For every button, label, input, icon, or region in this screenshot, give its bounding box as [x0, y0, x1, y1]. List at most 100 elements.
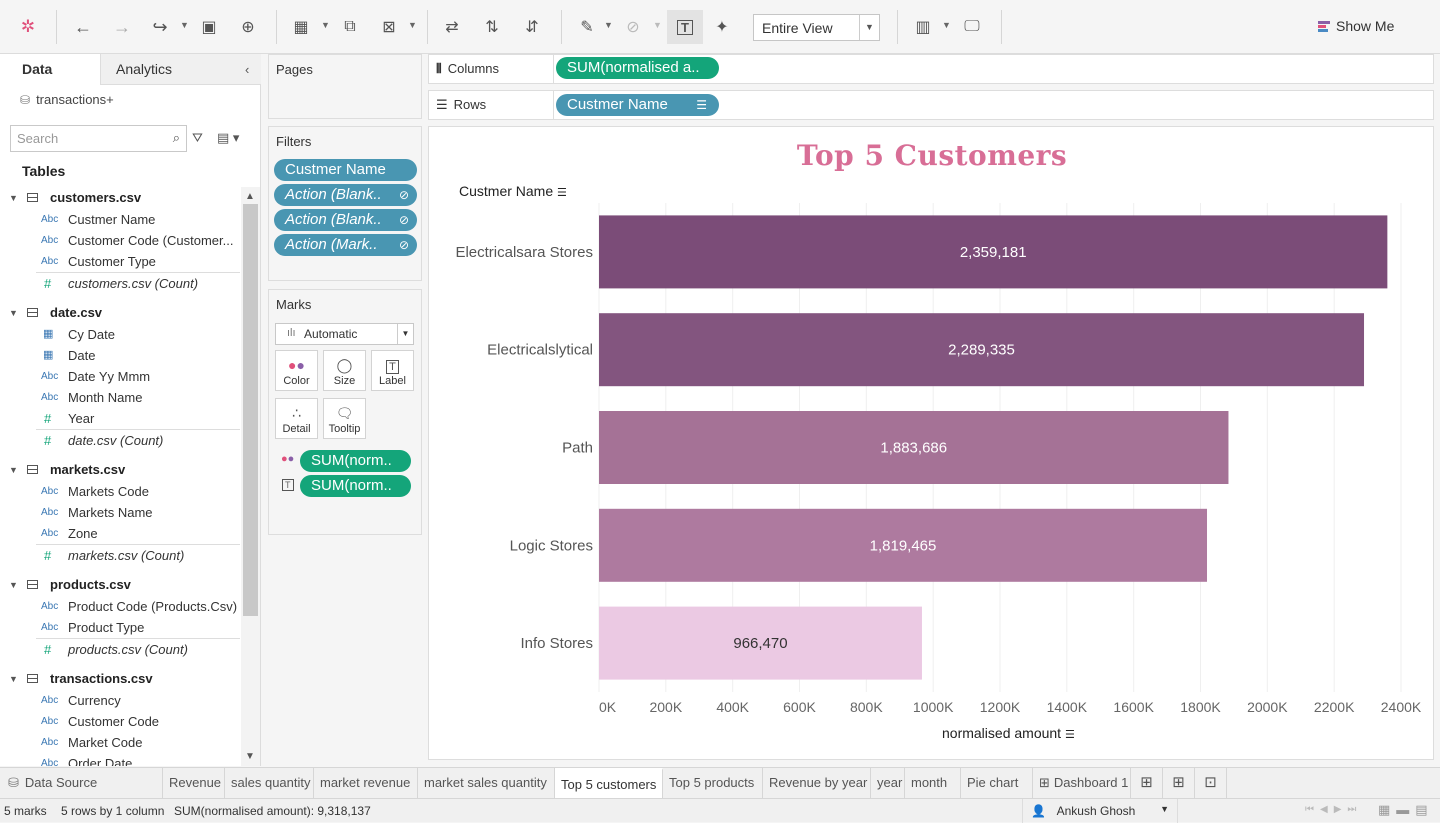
field-item[interactable]: ▦ Cy Date	[0, 324, 240, 345]
group-icon[interactable]: ⊘	[626, 19, 640, 36]
table-item[interactable]: ▼ date.csv	[0, 302, 240, 324]
field-item[interactable]: Abc Date Yy Mmm	[0, 366, 240, 387]
label-encoding-pill[interactable]: SUM(norm..	[300, 475, 411, 497]
table-item[interactable]: ▼ transactions.csv	[0, 668, 240, 690]
redo-icon[interactable]: →	[113, 16, 131, 37]
category-label[interactable]: Path	[562, 440, 593, 457]
clear-sheet-icon[interactable]: ⊠	[382, 19, 396, 36]
chevron-down-icon[interactable]: ▼	[604, 20, 613, 30]
category-label[interactable]: Electricalsara Stores	[455, 244, 593, 261]
new-worksheet-icon[interactable]: ⊞	[1131, 768, 1163, 798]
field-item-count[interactable]: # markets.csv (Count)	[36, 544, 240, 565]
field-item[interactable]: Abc Product Code (Products.Csv)	[0, 596, 240, 617]
scrollbar-thumb[interactable]	[243, 204, 258, 616]
field-item[interactable]: Abc Customer Type	[0, 251, 240, 272]
sort-descending-icon[interactable]: ⇵	[525, 19, 539, 36]
search-input[interactable]: Search ⌕	[10, 125, 187, 152]
pages-card[interactable]: Pages	[268, 54, 422, 119]
field-item[interactable]: Abc Currency	[0, 690, 240, 711]
sheet-tab[interactable]: Top 5 customers	[555, 768, 663, 798]
show-cards-icon[interactable]: ▥	[915, 19, 931, 36]
rows-pill[interactable]: Custmer Name ☰	[556, 94, 719, 116]
chevron-down-icon[interactable]: ▼	[9, 580, 18, 590]
chevron-down-icon[interactable]: ▼	[180, 20, 189, 30]
category-label[interactable]: Electricalslytical	[487, 342, 593, 359]
sheet-tab[interactable]: Pie chart	[961, 768, 1033, 798]
sheet-navigation-icons[interactable]: ⏮◀▶⏭	[1305, 804, 1363, 815]
field-item-count[interactable]: # products.csv (Count)	[36, 638, 240, 659]
show-me-button[interactable]: Show Me	[1318, 18, 1394, 34]
sheet-tab[interactable]: year	[871, 768, 905, 798]
table-item[interactable]: ▼ customers.csv	[0, 187, 240, 209]
label-button[interactable]: T Label	[371, 350, 414, 391]
collapse-pane-icon[interactable]: ‹	[245, 62, 250, 77]
category-label[interactable]: Logic Stores	[510, 537, 593, 554]
bar[interactable]	[599, 215, 1388, 289]
field-item[interactable]: Abc Markets Code	[0, 481, 240, 502]
field-item[interactable]: Abc Product Type	[0, 617, 240, 638]
sort-icon[interactable]: ☰	[1064, 729, 1075, 741]
chevron-down-icon[interactable]: ▼	[321, 20, 330, 30]
tooltip-button[interactable]: 🗨 Tooltip	[323, 398, 366, 439]
tableau-logo-icon[interactable]: ✲	[20, 17, 36, 36]
bar[interactable]	[599, 606, 922, 680]
table-item[interactable]: ▼ products.csv	[0, 574, 240, 596]
sheet-tab[interactable]: market revenue	[314, 768, 418, 798]
sheet-tab[interactable]: month	[905, 768, 961, 798]
pin-icon[interactable]: ✦	[715, 19, 729, 36]
fit-view-select[interactable]: Entire View ▼	[753, 14, 880, 41]
redo-step-icon[interactable]: ↪	[152, 16, 168, 37]
scroll-up-icon[interactable]: ▲	[245, 191, 255, 202]
save-icon[interactable]: ▣	[201, 19, 217, 36]
sort-icon[interactable]: ☰	[557, 187, 567, 199]
field-item-count[interactable]: # date.csv (Count)	[36, 429, 240, 450]
row-header[interactable]: Custmer Name ☰	[459, 183, 567, 199]
color-button[interactable]: ●● Color	[275, 350, 318, 391]
field-item-count[interactable]: # customers.csv (Count)	[36, 272, 240, 293]
field-item[interactable]: Abc Custmer Name	[0, 209, 240, 230]
user-menu[interactable]: 👤 Ankush Ghosh ▼	[1022, 799, 1178, 823]
chevron-down-icon[interactable]: ▼	[9, 465, 18, 475]
show-mark-labels-icon[interactable]: T	[667, 10, 703, 44]
chevron-down-icon[interactable]: ▼	[653, 20, 662, 30]
data-source-tab[interactable]: ⛁ Data Source	[0, 768, 163, 798]
new-dashboard-icon[interactable]: ⊞	[1163, 768, 1195, 798]
field-item[interactable]: Abc Zone	[0, 523, 240, 544]
sort-ascending-icon[interactable]: ⇅	[485, 19, 499, 36]
sheet-tab[interactable]: Revenue by year	[763, 768, 871, 798]
sheet-tab[interactable]: market sales quantity	[418, 768, 555, 798]
bar[interactable]	[599, 411, 1229, 484]
duplicate-sheet-icon[interactable]: ⧉	[344, 18, 356, 35]
category-label[interactable]: Info Stores	[520, 635, 593, 652]
chevron-down-icon[interactable]: ▼	[408, 20, 417, 30]
filter-pill[interactable]: Action (Mark.. ⊘	[274, 234, 417, 256]
filter-fields-icon[interactable]: ⛛	[192, 130, 203, 145]
datasource-item[interactable]: ⛁ transactions+	[20, 92, 114, 107]
sheet-tab[interactable]: ⊞ Dashboard 1	[1033, 768, 1131, 798]
field-item[interactable]: Abc Month Name	[0, 387, 240, 408]
chevron-down-icon[interactable]: ▼	[9, 674, 18, 684]
filter-pill[interactable]: Custmer Name	[274, 159, 417, 181]
sheet-tab[interactable]: sales quantity	[225, 768, 314, 798]
sheet-tab[interactable]: Revenue	[163, 768, 225, 798]
field-item[interactable]: Abc Order Date	[0, 753, 240, 766]
size-button[interactable]: ◯ Size	[323, 350, 366, 391]
chevron-down-icon[interactable]: ▼	[397, 324, 413, 344]
detail-button[interactable]: ∴ Detail	[275, 398, 318, 439]
chevron-down-icon[interactable]: ▼	[859, 15, 879, 40]
view-mode-icons[interactable]: ▦▬▤	[1378, 802, 1434, 817]
field-item[interactable]: Abc Customer Code (Customer...	[0, 230, 240, 251]
tab-analytics[interactable]: Analytics	[100, 54, 261, 85]
undo-icon[interactable]: ←	[74, 16, 92, 37]
new-datasource-icon[interactable]: ⊕	[241, 19, 255, 36]
field-item[interactable]: Abc Markets Name	[0, 502, 240, 523]
swap-icon[interactable]: ⇄	[445, 19, 459, 36]
filter-pill[interactable]: Action (Blank.. ⊘	[274, 209, 417, 231]
table-item[interactable]: ▼ markets.csv	[0, 459, 240, 481]
chevron-down-icon[interactable]: ▼	[942, 20, 951, 30]
highlight-icon[interactable]: ✎	[580, 19, 594, 36]
field-item[interactable]: Abc Customer Code	[0, 711, 240, 732]
x-axis-title[interactable]: normalised amount ☰	[942, 725, 1075, 741]
new-worksheet-icon[interactable]: ▦	[293, 19, 309, 36]
field-item[interactable]: ▦ Date	[0, 345, 240, 366]
